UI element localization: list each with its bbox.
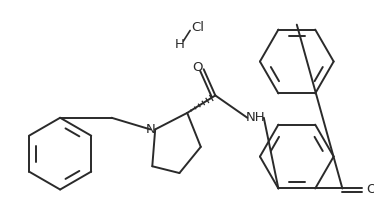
Text: N: N bbox=[145, 123, 155, 136]
Text: O: O bbox=[366, 183, 374, 196]
Text: NH: NH bbox=[245, 111, 265, 124]
Text: Cl: Cl bbox=[191, 21, 204, 34]
Text: O: O bbox=[193, 61, 203, 74]
Text: H: H bbox=[175, 38, 184, 51]
